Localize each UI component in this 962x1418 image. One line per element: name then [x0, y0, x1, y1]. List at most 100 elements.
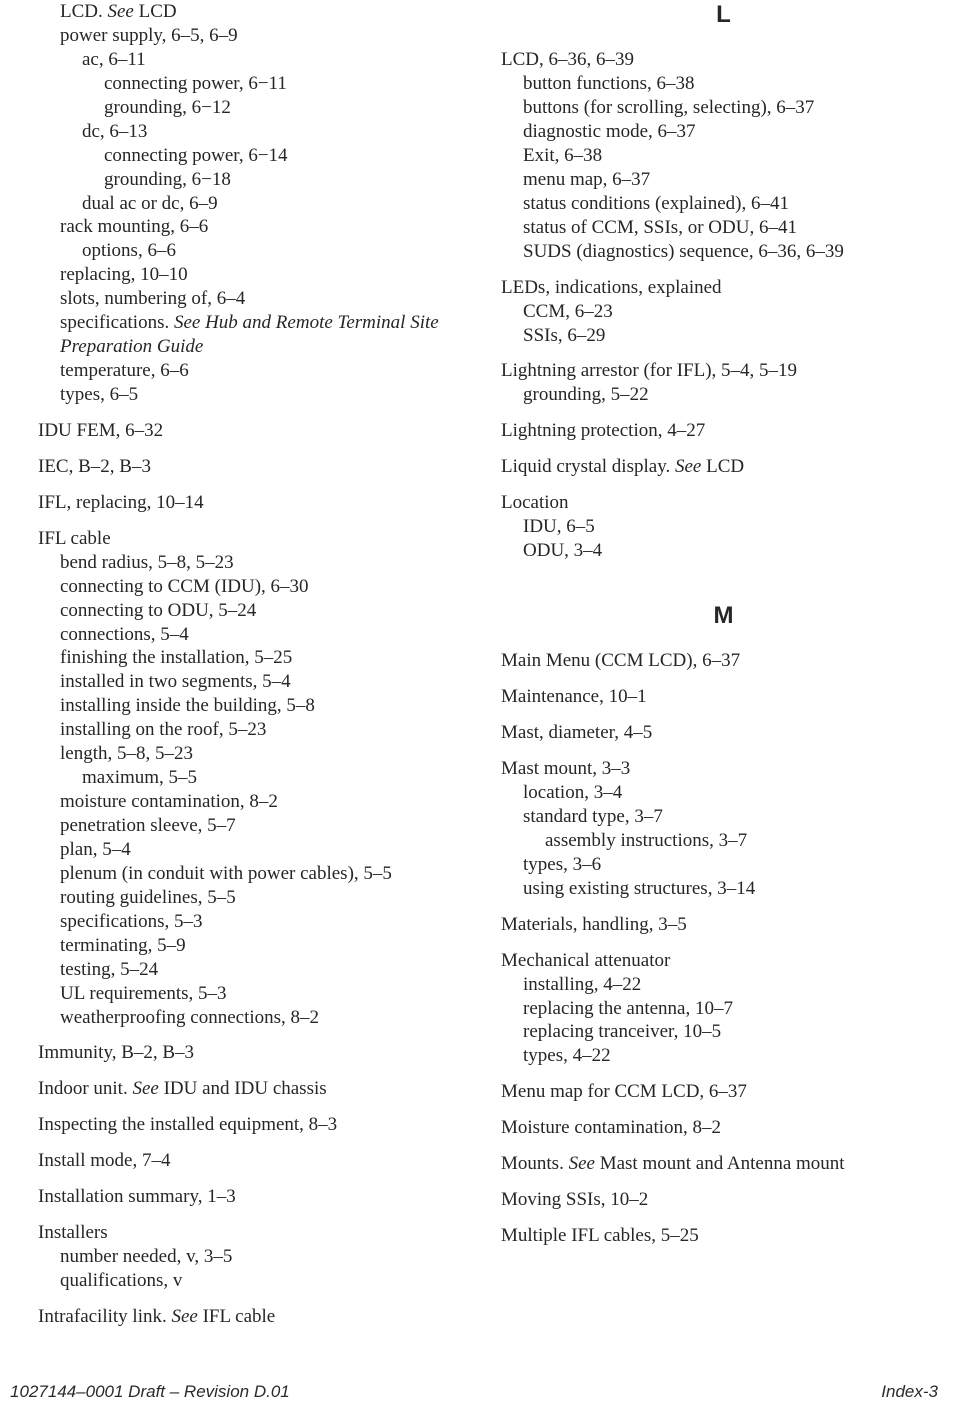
see-ref: See	[108, 1, 134, 22]
text: specifications.	[60, 312, 174, 333]
index-line: dual ac or dc, 6–9	[38, 192, 483, 216]
index-line: connections, 5–4	[38, 623, 483, 647]
index-line: IEC, B–2, B–3	[38, 455, 483, 479]
index-line: types, 3–6	[501, 853, 946, 877]
columns: LCD. See LCD power supply, 6–5, 6–9 ac, …	[0, 0, 962, 1329]
index-line: status conditions (explained), 6–41	[501, 192, 946, 216]
index-line: replacing tranceiver, 10–5	[501, 1020, 946, 1044]
index-line: penetration sleeve, 5–7	[38, 814, 483, 838]
index-line: installing on the roof, 5–23	[38, 718, 483, 742]
index-line: LCD, 6–36, 6–39	[501, 48, 946, 72]
index-line: CCM, 6–23	[501, 300, 946, 324]
index-line: dc, 6–13	[38, 120, 483, 144]
index-line: specifications. See Hub and Remote Termi…	[38, 311, 483, 359]
index-line: location, 3–4	[501, 781, 946, 805]
footer-right: Index-3	[881, 1381, 938, 1402]
index-line: Mast, diameter, 4–5	[501, 721, 946, 745]
index-line: ac, 6–11	[38, 48, 483, 72]
index-line: installed in two segments, 5–4	[38, 670, 483, 694]
index-line: Inspecting the installed equipment, 8–3	[38, 1113, 483, 1137]
index-line: installing inside the building, 5–8	[38, 694, 483, 718]
index-line: number needed, v, 3–5	[38, 1245, 483, 1269]
index-line: Maintenance, 10–1	[501, 685, 946, 709]
index-line: Exit, 6–38	[501, 144, 946, 168]
index-line: Moisture contamination, 8–2	[501, 1116, 946, 1140]
index-line: types, 6–5	[38, 383, 483, 407]
text: LCD	[701, 456, 744, 477]
index-line: connecting to ODU, 5–24	[38, 599, 483, 623]
index-line: plenum (in conduit with power cables), 5…	[38, 862, 483, 886]
index-line: Lightning protection, 4–27	[501, 419, 946, 443]
index-line: IDU, 6–5	[501, 515, 946, 539]
text: Mast mount and Antenna mount	[595, 1153, 845, 1174]
index-line: button functions, 6–38	[501, 72, 946, 96]
text: Mounts.	[501, 1153, 569, 1174]
index-line: types, 4–22	[501, 1044, 946, 1068]
index-line: terminating, 5–9	[38, 934, 483, 958]
index-line: grounding, 6−18	[38, 168, 483, 192]
index-line: Main Menu (CCM LCD), 6–37	[501, 649, 946, 673]
index-line: Immunity, B–2, B–3	[38, 1041, 483, 1065]
index-line: temperature, 6–6	[38, 359, 483, 383]
index-line: testing, 5–24	[38, 958, 483, 982]
index-line: Menu map for CCM LCD, 6–37	[501, 1080, 946, 1104]
index-line: IDU FEM, 6–32	[38, 419, 483, 443]
index-line: status of CCM, SSIs, or ODU, 6–41	[501, 216, 946, 240]
index-line: length, 5–8, 5–23	[38, 742, 483, 766]
index-line: standard type, 3–7	[501, 805, 946, 829]
see-ref: See	[569, 1153, 595, 1174]
right-column: L LCD, 6–36, 6–39 button functions, 6–38…	[501, 0, 946, 1329]
left-column: LCD. See LCD power supply, 6–5, 6–9 ac, …	[38, 0, 483, 1329]
text: Liquid crystal display.	[501, 456, 675, 477]
index-line: IFL cable	[38, 527, 483, 551]
index-line: rack mounting, 6–6	[38, 215, 483, 239]
index-line: assembly instructions, 3–7	[501, 829, 946, 853]
index-line: SSIs, 6–29	[501, 324, 946, 348]
index-line: finishing the installation, 5–25	[38, 646, 483, 670]
index-line: Mounts. See Mast mount and Antenna mount	[501, 1152, 946, 1176]
index-line: installing, 4–22	[501, 973, 946, 997]
text: LCD.	[60, 1, 108, 22]
text: Indoor unit.	[38, 1078, 132, 1099]
index-line: Mechanical attenuator	[501, 949, 946, 973]
index-line: Intrafacility link. See IFL cable	[38, 1305, 483, 1329]
see-ref: See	[171, 1306, 197, 1327]
index-line: bend radius, 5–8, 5–23	[38, 551, 483, 575]
index-line: slots, numbering of, 6–4	[38, 287, 483, 311]
text: LCD	[134, 1, 177, 22]
index-line: Location	[501, 491, 946, 515]
index-line: moisture contamination, 8–2	[38, 790, 483, 814]
index-line: connecting power, 6−14	[38, 144, 483, 168]
index-line: replacing the antenna, 10–7	[501, 997, 946, 1021]
index-line: replacing, 10–10	[38, 263, 483, 287]
page-footer: 1027144–0001 Draft – Revision D.01 Index…	[10, 1381, 938, 1402]
text: IFL cable	[198, 1306, 275, 1327]
index-line: Moving SSIs, 10–2	[501, 1188, 946, 1212]
index-line: options, 6–6	[38, 239, 483, 263]
index-line: grounding, 5–22	[501, 383, 946, 407]
index-line: UL requirements, 5–3	[38, 982, 483, 1006]
index-line: specifications, 5–3	[38, 910, 483, 934]
index-line: Materials, handling, 3–5	[501, 913, 946, 937]
index-line: buttons (for scrolling, selecting), 6–37	[501, 96, 946, 120]
see-ref: See	[132, 1078, 158, 1099]
index-line: power supply, 6–5, 6–9	[38, 24, 483, 48]
text: Intrafacility link.	[38, 1306, 171, 1327]
index-line: IFL, replacing, 10–14	[38, 491, 483, 515]
index-line: weatherproofing connections, 8–2	[38, 1006, 483, 1030]
index-line: Installers	[38, 1221, 483, 1245]
index-line: Install mode, 7–4	[38, 1149, 483, 1173]
index-page: LCD. See LCD power supply, 6–5, 6–9 ac, …	[0, 0, 962, 1418]
index-line: LCD. See LCD	[38, 0, 483, 24]
text: IDU and IDU chassis	[159, 1078, 327, 1099]
index-line: Installation summary, 1–3	[38, 1185, 483, 1209]
index-line: LEDs, indications, explained	[501, 276, 946, 300]
index-line: grounding, 6−12	[38, 96, 483, 120]
index-line: Mast mount, 3–3	[501, 757, 946, 781]
index-line: diagnostic mode, 6–37	[501, 120, 946, 144]
section-letter-l: L	[501, 0, 946, 30]
index-line: qualifications, v	[38, 1269, 483, 1293]
index-line: using existing structures, 3–14	[501, 877, 946, 901]
index-line: Indoor unit. See IDU and IDU chassis	[38, 1077, 483, 1101]
index-line: Lightning arrestor (for IFL), 5–4, 5–19	[501, 359, 946, 383]
